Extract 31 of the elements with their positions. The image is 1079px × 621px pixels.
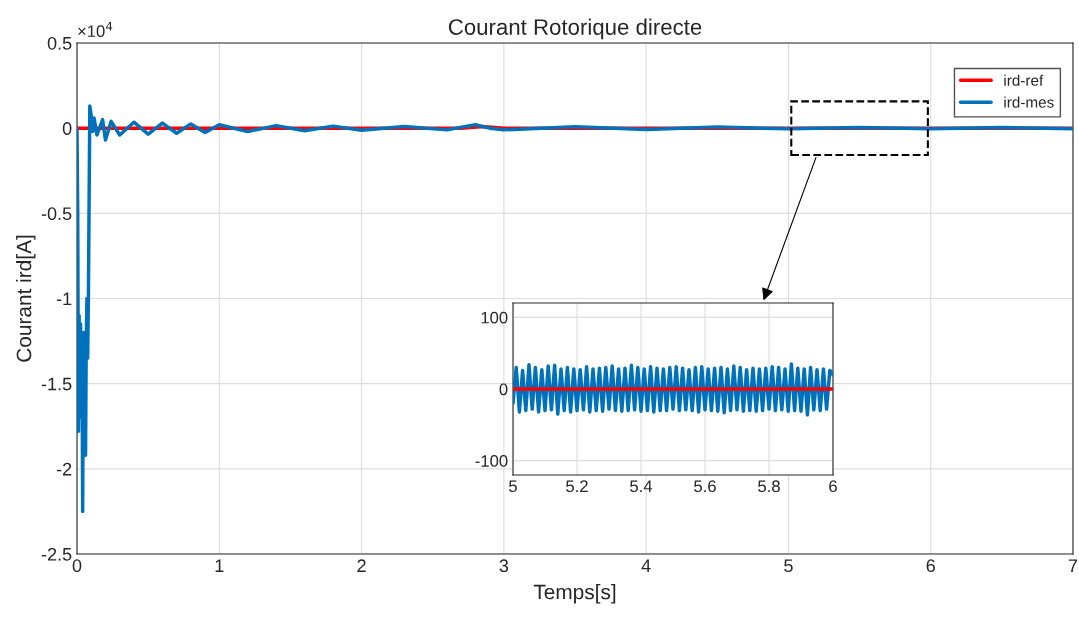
x-tick-label: 6 bbox=[829, 480, 837, 493]
x-tick-label: 5 bbox=[784, 559, 793, 573]
y-tick-label: 100 bbox=[481, 311, 508, 324]
line-series bbox=[513, 362, 833, 417]
y-tick-label: -2.5 bbox=[41, 547, 72, 561]
x-tick-label: 5.8 bbox=[758, 480, 780, 493]
y-tick-label: -1 bbox=[56, 292, 72, 306]
x-tick-label: 5.6 bbox=[694, 480, 716, 493]
text: ×10$^{4}$ bbox=[78, 21, 113, 38]
chart-title: Courant Rotorique directe bbox=[448, 18, 702, 40]
x-tick-label: 0 bbox=[72, 559, 82, 573]
x-tick-label: 6 bbox=[926, 559, 935, 573]
x-tick-label: 1 bbox=[215, 559, 224, 572]
x-tick-label: 2 bbox=[357, 559, 366, 572]
y-tick-label: 0.5 bbox=[47, 36, 72, 50]
y-tick-label: 0 bbox=[499, 383, 508, 396]
x-tick-label: 3 bbox=[499, 559, 509, 573]
x-tick-label: 7 bbox=[1068, 559, 1078, 572]
legend-label: ird-mes bbox=[1004, 96, 1054, 108]
y-tick-label: -2 bbox=[56, 462, 72, 476]
x-tick-label: 5.4 bbox=[630, 480, 653, 493]
x-tick-label: 4 bbox=[641, 559, 651, 572]
y-tick-label: -100 bbox=[475, 455, 508, 467]
y-axis-title: Courant ird[A] bbox=[16, 235, 36, 362]
x-axis-title: Temps[s] bbox=[533, 584, 616, 604]
y-tick-label: -0.5 bbox=[41, 207, 72, 221]
y-tick-label: -1.5 bbox=[41, 377, 72, 391]
y-tick-label: 0 bbox=[62, 122, 72, 135]
legend-label: ird-ref bbox=[1004, 74, 1044, 86]
x-tick-label: 5 bbox=[509, 480, 517, 493]
x-tick-label: 5.2 bbox=[566, 480, 588, 493]
